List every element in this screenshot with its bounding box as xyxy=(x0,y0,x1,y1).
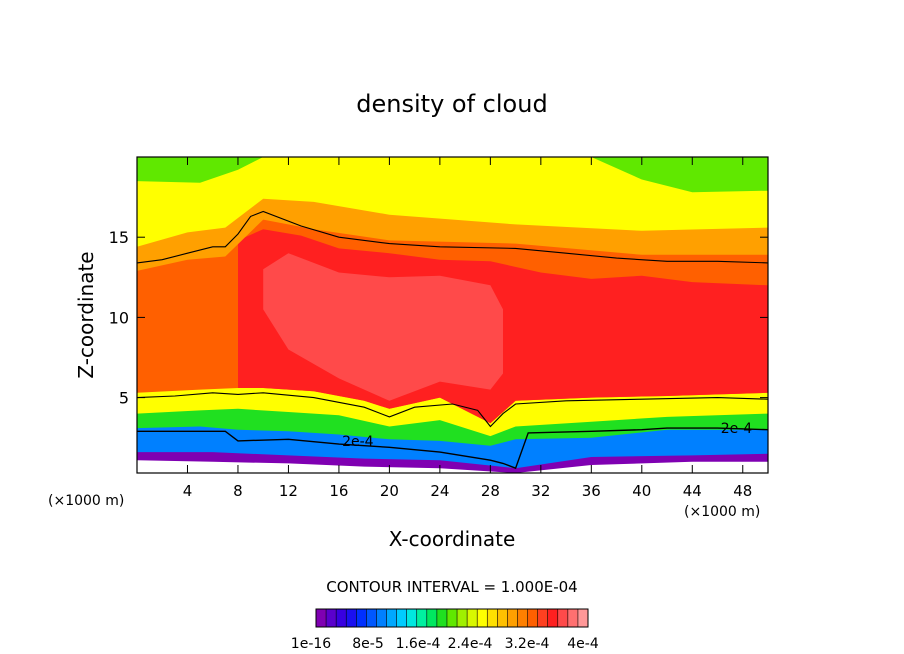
colorbar-swatch xyxy=(517,609,528,627)
region-yellow xyxy=(137,157,768,247)
colorbar-tick-label: 1e-16 xyxy=(291,636,331,652)
colorbar-swatch xyxy=(416,609,428,627)
colorbar-swatch xyxy=(487,609,498,627)
y-tick-label: 15 xyxy=(109,228,129,247)
colorbar-swatch xyxy=(446,609,458,627)
colorbar-tick-label: 3.2e-4 xyxy=(505,636,550,652)
colorbar-swatch xyxy=(406,609,418,627)
x-unit-left: (×1000 m) xyxy=(48,493,124,509)
colorbar-swatch xyxy=(316,609,327,627)
contour-fill-regions xyxy=(137,157,768,473)
colorbar-swatch xyxy=(346,609,357,627)
colorbar-swatch xyxy=(557,609,569,627)
y-tick-label: 5 xyxy=(119,389,129,408)
contour-lines xyxy=(137,210,768,470)
colorbar-swatch xyxy=(577,609,589,627)
colorbar-swatch xyxy=(356,609,367,627)
x-tick-label: 20 xyxy=(380,482,399,500)
x-tick-label: 32 xyxy=(531,482,550,500)
colorbar-frame xyxy=(315,608,589,628)
x-tick-label: 16 xyxy=(329,482,348,500)
colorbar-tick-label: 4e-4 xyxy=(567,636,599,652)
x-tick-label: 4 xyxy=(183,482,193,500)
colorbar-swatch xyxy=(497,609,508,627)
colorbar-swatch xyxy=(477,609,488,627)
region-core xyxy=(263,253,503,401)
x-tick-label: 8 xyxy=(233,482,243,500)
colorbar-tick-label: 2.4e-4 xyxy=(448,636,493,652)
x-tick-label: 44 xyxy=(683,482,702,500)
region-below-ground xyxy=(137,460,768,473)
x-unit-right: (×1000 m) xyxy=(684,504,760,520)
plot-frame xyxy=(136,156,769,474)
x-tick-label: 12 xyxy=(279,482,298,500)
colorbar-swatch xyxy=(396,609,407,627)
colorbar-swatch xyxy=(567,609,579,627)
contour-label: 2e-4 xyxy=(721,421,753,437)
x-tick-label: 48 xyxy=(733,482,752,500)
y-tick-label: 10 xyxy=(109,308,129,327)
colorbar-swatch xyxy=(537,609,548,627)
chart-title: density of cloud xyxy=(356,90,547,118)
colorbar-tick-labels: 1e-16 8e-5 1.6e-4 2.4e-4 3.2e-4 4e-4 xyxy=(291,636,599,652)
colorbar-swatch xyxy=(457,609,468,627)
contour-line-middle xyxy=(137,392,768,428)
colorbar-tick-label: 1.6e-4 xyxy=(396,636,441,652)
colorbar-swatch xyxy=(527,609,538,627)
colorbar-swatch xyxy=(507,609,518,627)
y-axis-ticks: 5 10 15 xyxy=(109,228,768,408)
x-tick-label: 36 xyxy=(582,482,601,500)
colorbar-swatch xyxy=(366,609,377,627)
colorbar-swatch xyxy=(386,609,397,627)
colorbar-swatch xyxy=(376,609,387,627)
colorbar-swatch xyxy=(547,609,559,627)
colorbar-swatch xyxy=(326,609,337,627)
colorbar-swatch xyxy=(467,609,478,627)
contour-interval-text: CONTOUR INTERVAL = 1.000E-04 xyxy=(326,578,577,596)
contour-label: 2e-4 xyxy=(342,434,374,450)
x-tick-label: 28 xyxy=(481,482,500,500)
y-axis-label: Z-coordinate xyxy=(74,251,98,378)
x-tick-label: 24 xyxy=(430,482,449,500)
contour-line-2e-4 xyxy=(137,427,768,470)
colorbar-tick-label: 8e-5 xyxy=(352,636,383,652)
colorbar xyxy=(315,608,589,628)
region-green xyxy=(137,157,768,193)
contour-labels: 2e-4 2e-4 xyxy=(342,421,752,450)
x-axis-label: X-coordinate xyxy=(389,527,516,551)
x-axis-ticks: 4 8 12 16 20 24 28 32 36 40 44 48 xyxy=(183,157,752,500)
contour-line-top xyxy=(137,210,768,264)
colorbar-swatch xyxy=(436,609,448,627)
colorbar-swatch xyxy=(426,609,438,627)
colorbar-swatch xyxy=(336,609,347,627)
x-tick-label: 40 xyxy=(632,482,651,500)
